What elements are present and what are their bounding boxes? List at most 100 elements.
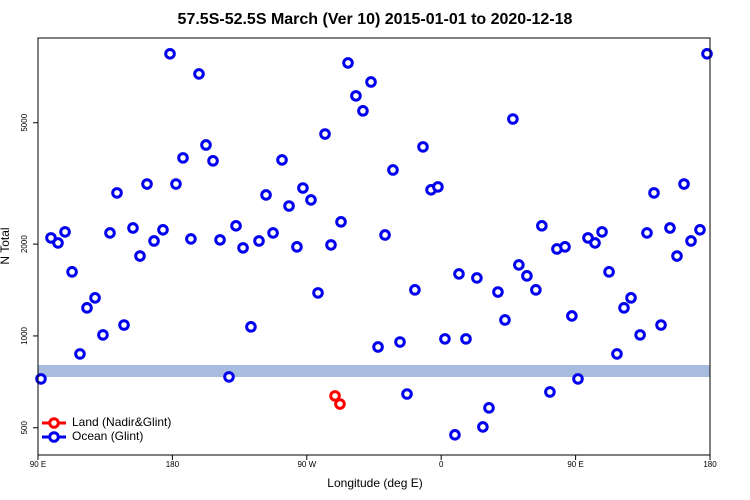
- data-point: [499, 314, 511, 326]
- data-point: [276, 154, 288, 166]
- data-point: [439, 333, 451, 345]
- legend-label: Ocean (Glint): [72, 429, 143, 443]
- data-point: [483, 402, 495, 414]
- data-point: [253, 235, 265, 247]
- data-point: [230, 220, 242, 232]
- data-point: [177, 152, 189, 164]
- data-point: [536, 220, 548, 232]
- data-point: [492, 286, 504, 298]
- data-point: [223, 371, 235, 383]
- data-point: [521, 270, 533, 282]
- data-point: [701, 48, 713, 60]
- data-point: [148, 235, 160, 247]
- data-point: [664, 222, 676, 234]
- data-point: [267, 227, 279, 239]
- data-point: [417, 141, 429, 153]
- data-point: [74, 348, 86, 360]
- data-point: [127, 222, 139, 234]
- data-point: [611, 348, 623, 360]
- chart-title: 57.5S-52.5S March (Ver 10) 2015-01-01 to…: [178, 11, 573, 28]
- data-point: [678, 178, 690, 190]
- data-point: [685, 235, 697, 247]
- data-point: [655, 319, 667, 331]
- data-point: [596, 226, 608, 238]
- data-point: [449, 429, 461, 441]
- data-point: [260, 189, 272, 201]
- data-point: [387, 164, 399, 176]
- data-point: [134, 250, 146, 262]
- data-point: [379, 229, 391, 241]
- data-point: [641, 227, 653, 239]
- x-tick-label: 0: [439, 460, 444, 469]
- data-point: [329, 390, 341, 402]
- data-point: [325, 239, 337, 251]
- data-point: [566, 310, 578, 322]
- x-axis-label: Longitude (deg E): [327, 476, 422, 490]
- y-tick-label: 5000: [20, 113, 29, 131]
- data-point: [350, 90, 362, 102]
- data-point: [625, 292, 637, 304]
- data-point: [193, 68, 205, 80]
- land-band: [38, 365, 710, 377]
- data-point: [409, 284, 421, 296]
- data-point: [104, 227, 116, 239]
- data-point: [207, 155, 219, 167]
- legend-label: Land (Nadir&Glint): [72, 415, 171, 429]
- data-point: [559, 241, 571, 253]
- data-point: [471, 272, 483, 284]
- data-point: [453, 268, 465, 280]
- data-point: [530, 284, 542, 296]
- data-point: [335, 216, 347, 228]
- data-point: [185, 233, 197, 245]
- y-axis-label: N Total: [0, 227, 12, 264]
- data-point: [513, 259, 525, 271]
- data-point: [634, 329, 646, 341]
- x-tick-label: 90 W: [297, 460, 316, 469]
- data-point: [59, 226, 71, 238]
- data-point: [372, 341, 384, 353]
- data-point: [365, 76, 377, 88]
- data-point: [297, 182, 309, 194]
- data-point: [97, 329, 109, 341]
- data-point: [66, 266, 78, 278]
- data-point: [245, 321, 257, 333]
- data-point: [401, 388, 413, 400]
- data-point: [237, 242, 249, 254]
- data-point: [141, 178, 153, 190]
- legend-marker: [48, 431, 60, 443]
- y-tick-label: 2000: [20, 235, 29, 253]
- data-point: [305, 194, 317, 206]
- data-point: [357, 105, 369, 117]
- data-point: [589, 237, 601, 249]
- legend-marker: [48, 417, 60, 429]
- y-tick-label: 500: [20, 421, 29, 435]
- data-point: [35, 373, 47, 385]
- data-point: [52, 237, 64, 249]
- data-point: [214, 234, 226, 246]
- data-point: [111, 187, 123, 199]
- data-point: [572, 373, 584, 385]
- data-point: [312, 287, 324, 299]
- data-point: [164, 48, 176, 60]
- data-point: [319, 128, 331, 140]
- data-point: [118, 319, 130, 331]
- data-point: [334, 398, 346, 410]
- data-point: [394, 336, 406, 348]
- data-point: [694, 224, 706, 236]
- data-point: [89, 292, 101, 304]
- data-point: [477, 421, 489, 433]
- data-point: [507, 113, 519, 125]
- data-point: [170, 178, 182, 190]
- plot-frame: [37, 37, 711, 456]
- data-point: [618, 302, 630, 314]
- data-point: [603, 266, 615, 278]
- data-point: [81, 302, 93, 314]
- data-point: [544, 386, 556, 398]
- x-tick-label: 180: [166, 460, 180, 469]
- data-point: [432, 181, 444, 193]
- data-point: [291, 241, 303, 253]
- x-tick-label: 90 E: [567, 460, 583, 469]
- data-point: [283, 200, 295, 212]
- data-point: [200, 139, 212, 151]
